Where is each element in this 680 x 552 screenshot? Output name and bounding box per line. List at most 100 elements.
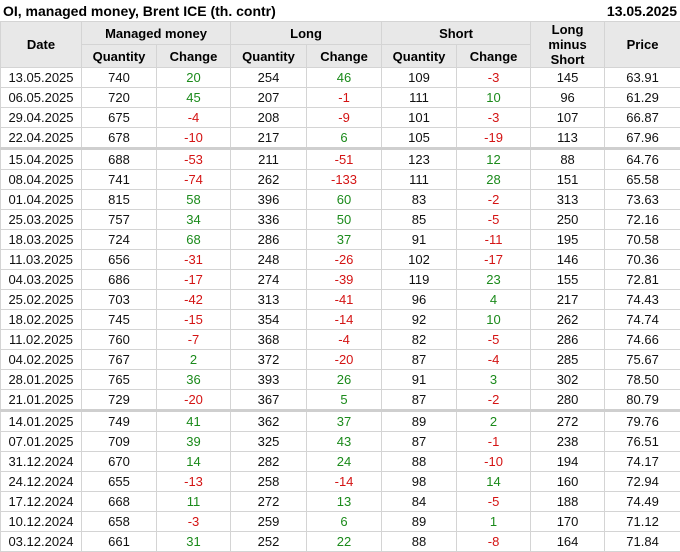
- cell-mm-change: -15: [157, 310, 231, 330]
- header-mm-change: Change: [157, 45, 231, 68]
- cell-long-minus-short: 262: [531, 310, 605, 330]
- cell-short-change: -3: [457, 68, 531, 88]
- cell-long-minus-short: 250: [531, 210, 605, 230]
- cell-long-change: -1: [307, 88, 382, 108]
- cell-mm-quantity: 765: [82, 370, 157, 390]
- cell-short-quantity: 101: [382, 108, 457, 128]
- cell-long-change: 37: [307, 411, 382, 432]
- cell-price: 74.74: [605, 310, 680, 330]
- cell-mm-change: 11: [157, 492, 231, 512]
- cell-date: 15.04.2025: [1, 149, 82, 170]
- cell-date: 04.02.2025: [1, 350, 82, 370]
- cell-long-quantity: 272: [231, 492, 307, 512]
- cell-mm-change: -10: [157, 128, 231, 149]
- cot-table: Date Managed money Long Short Long minus…: [0, 21, 680, 552]
- cell-long-minus-short: 302: [531, 370, 605, 390]
- cell-long-quantity: 208: [231, 108, 307, 128]
- cell-long-quantity: 258: [231, 472, 307, 492]
- cell-mm-quantity: 740: [82, 68, 157, 88]
- cell-mm-change: 14: [157, 452, 231, 472]
- cell-short-change: 4: [457, 290, 531, 310]
- header-short-quantity: Quantity: [382, 45, 457, 68]
- cell-price: 74.49: [605, 492, 680, 512]
- cell-date: 08.04.2025: [1, 170, 82, 190]
- cell-short-quantity: 119: [382, 270, 457, 290]
- cell-mm-change: 36: [157, 370, 231, 390]
- cell-short-change: -10: [457, 452, 531, 472]
- cell-short-quantity: 88: [382, 452, 457, 472]
- cell-short-change: 10: [457, 310, 531, 330]
- cell-short-change: 10: [457, 88, 531, 108]
- cell-long-change: -133: [307, 170, 382, 190]
- header-short-change: Change: [457, 45, 531, 68]
- header-short: Short: [382, 22, 531, 45]
- cell-mm-change: 20: [157, 68, 231, 88]
- cell-price: 70.58: [605, 230, 680, 250]
- cell-mm-quantity: 658: [82, 512, 157, 532]
- cell-long-change: 24: [307, 452, 382, 472]
- cell-price: 73.63: [605, 190, 680, 210]
- cell-long-change: -20: [307, 350, 382, 370]
- cell-mm-change: 34: [157, 210, 231, 230]
- cell-short-change: -2: [457, 390, 531, 411]
- cell-short-change: -8: [457, 532, 531, 552]
- cell-long-minus-short: 160: [531, 472, 605, 492]
- cell-mm-quantity: 760: [82, 330, 157, 350]
- cell-date: 28.01.2025: [1, 370, 82, 390]
- cell-long-change: 26: [307, 370, 382, 390]
- cell-price: 61.29: [605, 88, 680, 108]
- cell-long-quantity: 362: [231, 411, 307, 432]
- cell-mm-quantity: 741: [82, 170, 157, 190]
- cell-long-minus-short: 164: [531, 532, 605, 552]
- cell-date: 13.05.2025: [1, 68, 82, 88]
- cell-long-change: 60: [307, 190, 382, 210]
- cell-mm-change: 31: [157, 532, 231, 552]
- cell-long-quantity: 252: [231, 532, 307, 552]
- cell-price: 65.58: [605, 170, 680, 190]
- cell-date: 07.01.2025: [1, 432, 82, 452]
- cell-short-change: 14: [457, 472, 531, 492]
- cell-price: 74.17: [605, 452, 680, 472]
- cell-mm-quantity: 686: [82, 270, 157, 290]
- cell-long-minus-short: 113: [531, 128, 605, 149]
- cell-long-change: -51: [307, 149, 382, 170]
- cell-long-quantity: 393: [231, 370, 307, 390]
- cell-long-minus-short: 151: [531, 170, 605, 190]
- cell-short-quantity: 98: [382, 472, 457, 492]
- cell-date: 18.03.2025: [1, 230, 82, 250]
- cell-mm-change: -17: [157, 270, 231, 290]
- cell-short-change: -3: [457, 108, 531, 128]
- cell-date: 17.12.2024: [1, 492, 82, 512]
- report-title: OI, managed money, Brent ICE (th. contr): [3, 3, 276, 19]
- cell-long-quantity: 282: [231, 452, 307, 472]
- cell-mm-quantity: 675: [82, 108, 157, 128]
- cell-mm-change: -74: [157, 170, 231, 190]
- cell-price: 67.96: [605, 128, 680, 149]
- cell-mm-change: -7: [157, 330, 231, 350]
- cell-short-quantity: 123: [382, 149, 457, 170]
- cell-mm-quantity: 709: [82, 432, 157, 452]
- cell-short-quantity: 85: [382, 210, 457, 230]
- cell-long-quantity: 336: [231, 210, 307, 230]
- cell-long-minus-short: 188: [531, 492, 605, 512]
- cell-mm-quantity: 678: [82, 128, 157, 149]
- cell-short-quantity: 87: [382, 390, 457, 411]
- cell-date: 18.02.2025: [1, 310, 82, 330]
- cell-price: 78.50: [605, 370, 680, 390]
- cell-short-quantity: 102: [382, 250, 457, 270]
- cell-short-change: -19: [457, 128, 531, 149]
- cell-mm-quantity: 757: [82, 210, 157, 230]
- header-long-minus-short: Long minus Short: [531, 22, 605, 68]
- cell-long-change: -14: [307, 472, 382, 492]
- header-managed-money: Managed money: [82, 22, 231, 45]
- title-bar: OI, managed money, Brent ICE (th. contr)…: [0, 0, 680, 21]
- report-date: 13.05.2025: [607, 3, 677, 19]
